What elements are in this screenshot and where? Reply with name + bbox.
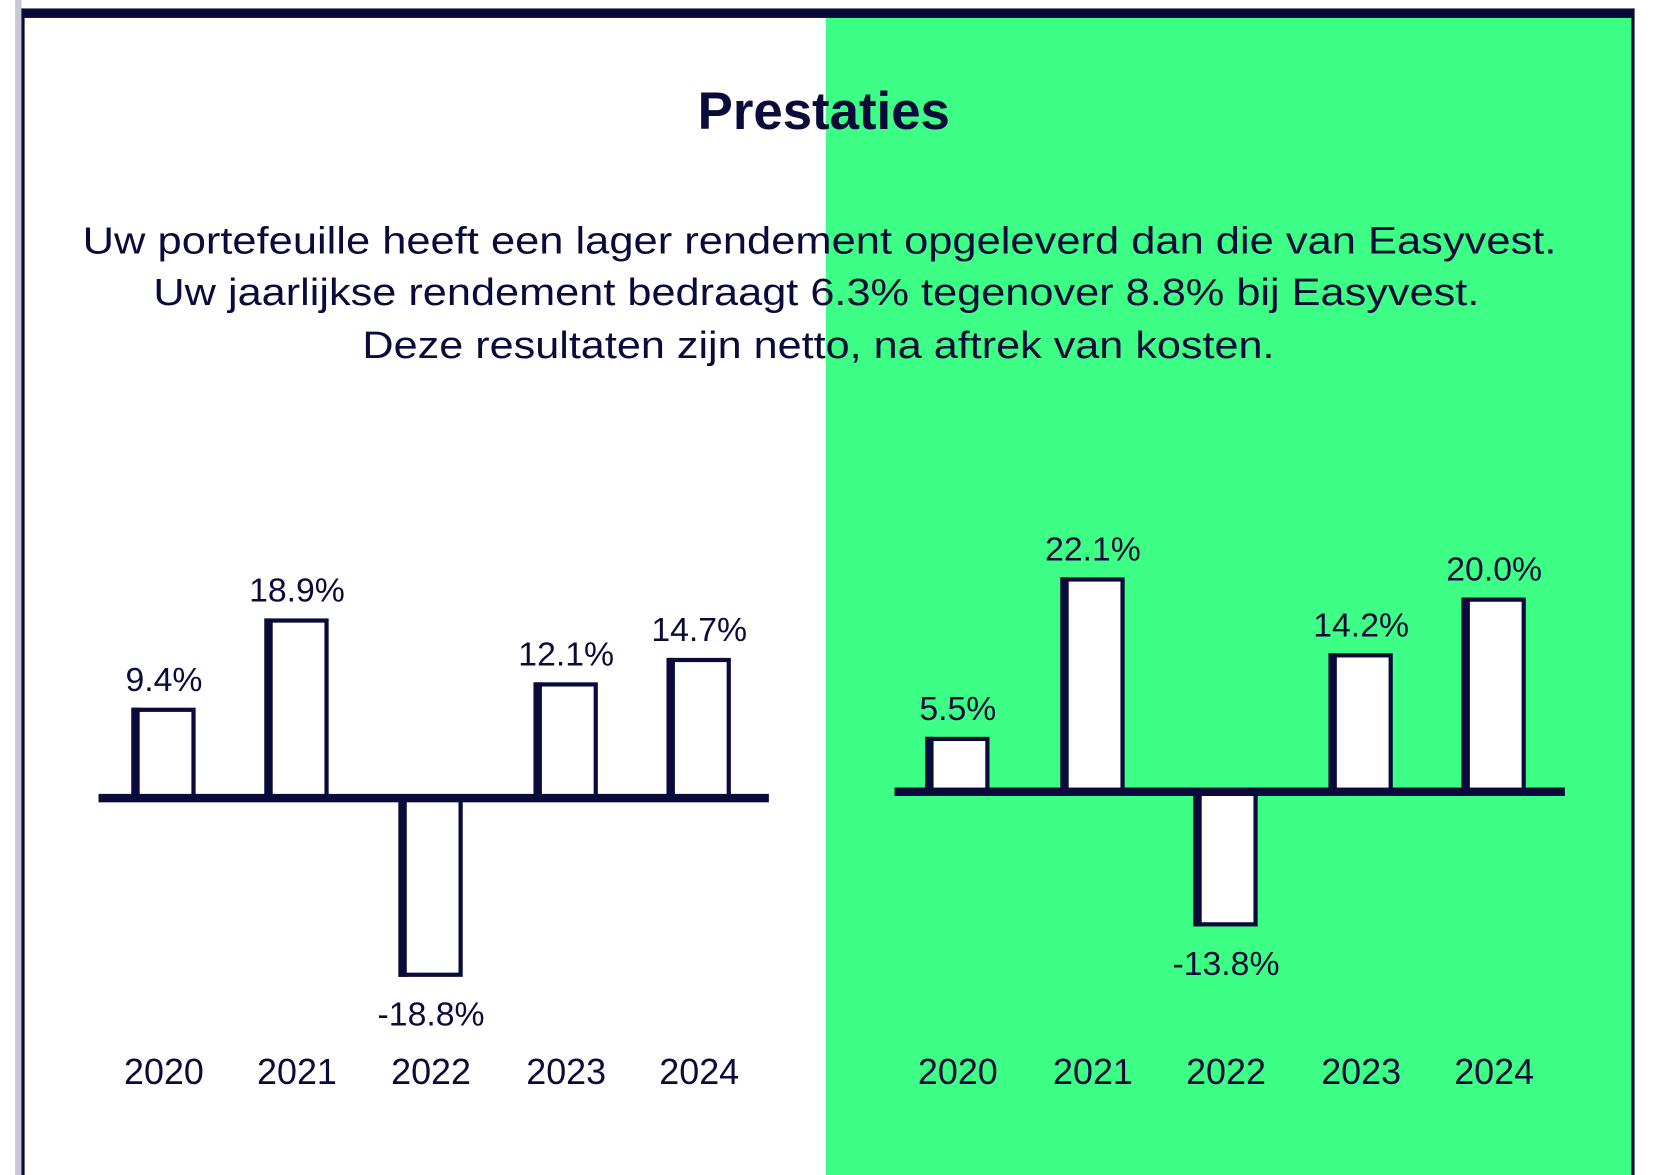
bar-shadow [131, 707, 140, 801]
year-tick-label: 2024 [659, 1052, 739, 1092]
value-label: 14.2% [1313, 606, 1409, 644]
bar-portfolio-2024 [666, 657, 731, 801]
year-tick-label: 2021 [1053, 1052, 1133, 1092]
bar-fill [534, 682, 598, 801]
value-label: 14.7% [651, 611, 747, 649]
intro-line-1: Uw portefeuille heeft een lager rendemen… [83, 220, 1557, 262]
bar-shadow [1060, 577, 1069, 794]
left-shadow [15, 0, 22, 1175]
bar-fill [1194, 789, 1258, 927]
bar-shadow [1193, 789, 1202, 927]
value-label: 9.4% [125, 661, 202, 699]
bar-fill [399, 796, 463, 977]
bar-fill [667, 657, 731, 801]
bar-portfolio-2021 [264, 618, 329, 801]
zero-axis-line [894, 787, 1565, 797]
year-tick-label: 2024 [1454, 1052, 1534, 1092]
year-tick-label: 2023 [526, 1052, 606, 1092]
year-tick-label: 2022 [1186, 1052, 1266, 1092]
bar-shadow [1461, 597, 1470, 794]
value-label: -13.8% [1173, 945, 1280, 983]
intro-line-3: Deze resultaten zijn netto, na aftrek va… [362, 325, 1274, 367]
easyvest-green-panel [825, 14, 1632, 1175]
bar-shadow [264, 618, 273, 801]
year-tick-label: 2020 [918, 1052, 998, 1092]
bar-fill [926, 736, 990, 794]
bar-shadow [925, 736, 934, 794]
easyvest-bar-chart: 5.5% 2020 22.1% 2021 -13.8% 2022 14.2% 2023 20.0… [894, 530, 1565, 1092]
left-border [21, 8, 25, 1175]
bar-fill [132, 707, 196, 801]
bar-easyvest-2024 [1461, 597, 1526, 794]
bar-shadow [666, 657, 675, 801]
bar-portfolio-2023 [533, 682, 598, 801]
value-label: 18.9% [249, 572, 345, 610]
bar-fill [1462, 597, 1526, 794]
bar-easyvest-2022 [1193, 789, 1258, 927]
bar-easyvest-2020 [925, 736, 990, 794]
bar-shadow [1328, 653, 1337, 794]
top-border [21, 8, 1635, 18]
bar-shadow [398, 796, 407, 977]
value-label: -18.8% [378, 995, 485, 1033]
bar-easyvest-2023 [1328, 653, 1393, 794]
page-title: Prestaties [698, 82, 950, 141]
bar-portfolio-2020 [131, 707, 196, 801]
bar-fill [1329, 653, 1393, 794]
bar-portfolio-2022 [398, 796, 463, 977]
intro-line-2: Uw jaarlijkse rendement bedraagt 6.3% te… [153, 272, 1479, 314]
value-label: 12.1% [518, 635, 614, 673]
bar-fill [265, 618, 329, 801]
portfolio-bar-chart: 9.4% 2020 18.9% 2021 -18.8% 2022 12.1% 2023 14.7… [98, 572, 769, 1092]
value-label: 22.1% [1045, 530, 1141, 568]
year-tick-label: 2022 [391, 1052, 471, 1092]
bar-shadow [533, 682, 542, 801]
bar-fill [1061, 577, 1125, 794]
value-label: 20.0% [1446, 551, 1542, 589]
year-tick-label: 2021 [257, 1052, 337, 1092]
year-tick-label: 2023 [1321, 1052, 1401, 1092]
zero-axis-line [98, 793, 769, 803]
year-tick-label: 2020 [124, 1052, 204, 1092]
right-border [1631, 8, 1635, 1175]
bar-easyvest-2021 [1060, 577, 1125, 794]
value-label: 5.5% [919, 690, 996, 728]
